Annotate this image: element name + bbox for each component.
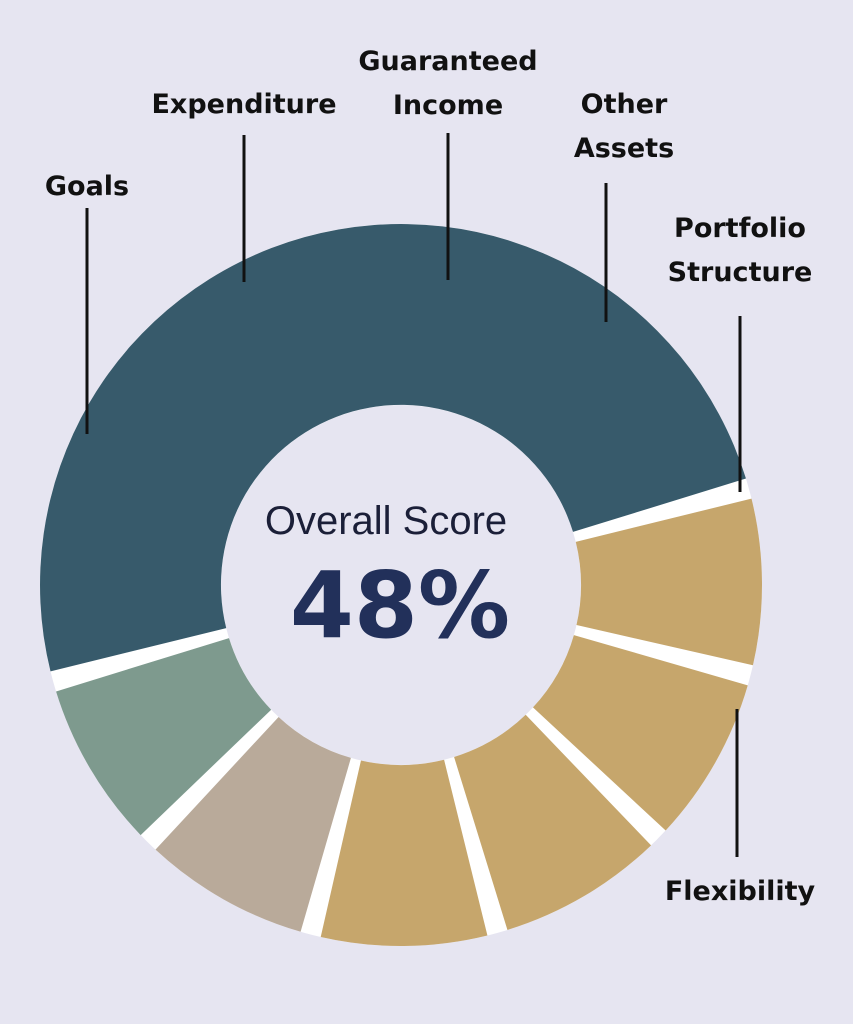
donut-ring — [39, 224, 762, 946]
segment-guaranteed-income — [454, 714, 652, 930]
label-guaranteed-income: Guaranteed Income — [358, 46, 537, 121]
label-portfolio-structure: Portfolio Structure — [668, 213, 813, 288]
label-flexibility: Flexibility — [665, 876, 816, 907]
center-label: Overall Score — [265, 499, 507, 543]
label-other-assets: Other Assets — [574, 89, 674, 164]
center-value: 48% — [290, 552, 510, 659]
segment-expenditure — [532, 635, 748, 831]
segment-score — [40, 224, 746, 672]
center-text: Overall Score 48% — [265, 499, 510, 659]
label-goals: Goals — [45, 171, 129, 202]
segment-goals — [575, 498, 762, 666]
segment-other-assets — [320, 759, 488, 946]
segment-flexibility — [56, 638, 272, 836]
segment-portfolio-structure — [155, 716, 351, 932]
label-expenditure: Expenditure — [151, 89, 336, 120]
segment-labels: Goals Expenditure Guaranteed Income Other Ass… — [45, 46, 816, 907]
